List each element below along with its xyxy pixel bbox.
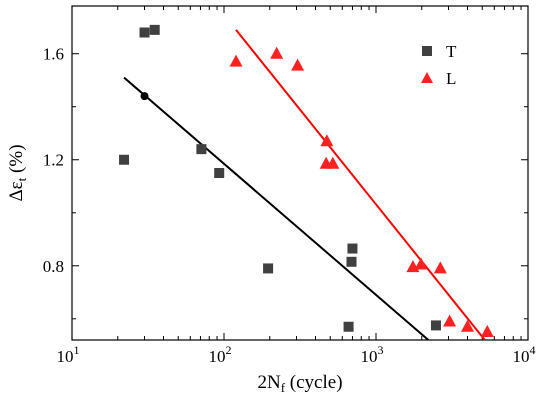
point-T [139,27,150,38]
x-axis-tick-labels: 101 102 103 104 [57,343,536,366]
legend-marker-T [422,46,432,56]
x-tick-label: 101 [57,343,80,366]
x-tick-label-base: 10 [57,347,74,366]
point-L [480,325,494,338]
plot-frame [71,5,529,341]
x-tick-label: 102 [209,343,232,366]
y-axis-title: Δεt (%) [6,144,29,201]
point-L [433,261,447,274]
legend-label-L: L [446,69,456,88]
point-L [320,134,334,147]
legend: T L [421,42,457,88]
x-tick-label-base: 10 [513,347,530,366]
x-tick-label: 104 [513,343,536,366]
x-axis-title-sub: f [281,380,286,395]
x-tick-label-exp: 4 [530,343,536,357]
point-L [414,257,428,270]
x-tick-label-base: 10 [209,347,226,366]
point-L [229,54,243,67]
highlight-point-T [140,92,149,101]
y-axis-title-main: Δε [6,181,27,201]
y-tick-label: 0.8 [43,257,64,276]
x-axis-ticks [71,6,529,340]
x-tick-label-base: 10 [361,347,378,366]
x-axis-title: 2Nf (cycle) [257,372,342,395]
point-T [263,263,274,274]
fit-line-L [235,29,486,340]
y-tick-label: 1.2 [43,151,64,170]
point-T [430,320,441,331]
x-tick-label: 103 [361,343,384,366]
fit-line-T [123,76,430,340]
data-markers [119,24,494,338]
x-tick-label-exp: 3 [378,343,384,357]
point-L [443,314,457,327]
y-axis-tick-labels: 0.8 1.2 1.6 [43,45,64,276]
legend-label-T: T [446,42,457,61]
point-T [214,168,225,178]
x-tick-label-exp: 2 [226,343,232,357]
point-T [196,144,207,155]
point-T [347,243,358,254]
y-axis-title-rest: (%) [6,144,27,177]
point-L [270,46,284,59]
y-axis-title-sub: t [14,177,29,181]
y-axis-ticks [72,53,528,320]
x-axis-title-main: 2N [257,372,281,393]
x-tick-label-exp: 1 [74,343,80,357]
fit-lines [123,29,486,340]
point-L [291,58,305,71]
point-L [461,319,475,332]
point-T [149,24,160,35]
point-T [346,256,357,267]
point-L [326,156,340,169]
x-axis-title-rest: (cycle) [285,372,342,393]
y-tick-label: 1.6 [43,45,64,64]
legend-marker-L [421,72,433,83]
point-T [343,321,354,332]
point-T [119,154,130,165]
